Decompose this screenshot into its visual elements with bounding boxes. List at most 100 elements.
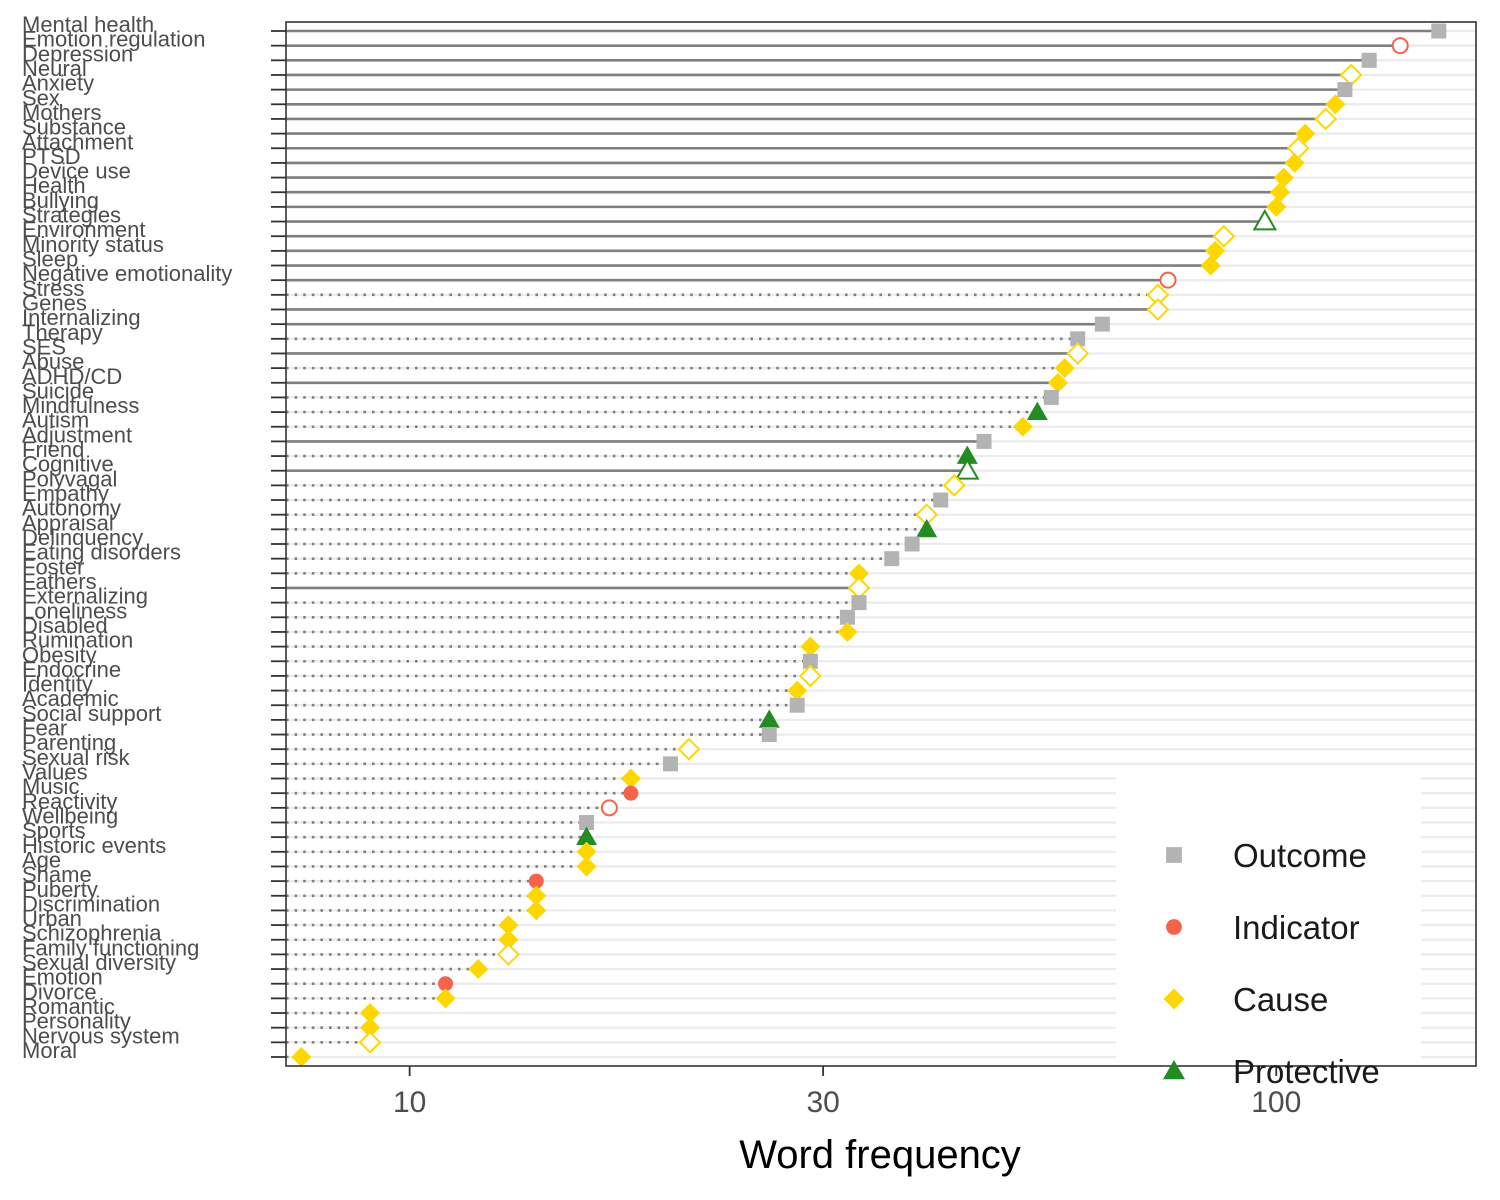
data-point [623, 785, 639, 801]
data-point [359, 1017, 380, 1038]
y-tick-label: Shame [22, 862, 92, 887]
y-tick-label: Delinquency [22, 525, 143, 550]
y-tick-label: Health [22, 173, 86, 198]
data-point [1205, 240, 1226, 261]
x-tick-label: 30 [806, 1086, 839, 1119]
data-point [1431, 23, 1447, 39]
data-point [802, 653, 818, 669]
y-tick-label: Sexual diversity [22, 950, 176, 975]
y-tick-label: Academic [22, 686, 119, 711]
data-point [1054, 358, 1075, 379]
y-axis-ticks [271, 30, 286, 1058]
y-tick-label: Substance [22, 115, 126, 140]
y-tick-label: Adjustment [22, 422, 132, 447]
y-tick-label: Moral [22, 1038, 77, 1063]
data-point [498, 915, 519, 936]
y-tick-label: Emotion regulation [22, 27, 205, 52]
y-tick-label: Depression [22, 41, 133, 66]
y-tick-label: Negative emotionality [22, 261, 232, 286]
data-point [1066, 342, 1090, 365]
y-tick-label: Loneliness [22, 598, 127, 623]
data-point [291, 1047, 312, 1067]
data-point [1048, 372, 1069, 393]
data-point [1314, 107, 1338, 131]
data-point [1026, 401, 1048, 420]
data-point [1391, 37, 1409, 55]
y-tick-label: Sleep [22, 247, 78, 272]
y-tick-label: SES [22, 334, 66, 359]
data-point [851, 595, 867, 611]
y-tick-label: Personality [22, 1009, 131, 1034]
y-tick-label: Internalizing [22, 305, 141, 330]
y-tick-label: Rumination [22, 628, 133, 653]
data-point [1252, 209, 1278, 231]
y-tick-label: Endocrine [22, 657, 121, 682]
y-tick-label: Fathers [22, 569, 97, 594]
y-tick-label: Anxiety [22, 71, 94, 96]
y-tick-label: Historic events [22, 833, 166, 858]
y-tick-label: ADHD/CD [22, 364, 122, 389]
y-tick-label: Autonomy [22, 496, 121, 521]
legend-key-diamond [1163, 988, 1185, 1010]
legend-key-circle [1166, 919, 1182, 935]
legend: Outcome Indicator Cause Protective [1116, 775, 1421, 1090]
legend-label: Indicator [1233, 909, 1360, 946]
y-tick-label: Romantic [22, 994, 115, 1019]
legend-background [1116, 775, 1421, 1065]
data-point [955, 458, 980, 480]
x-axis-title: Word frequency [739, 1133, 1021, 1177]
data-point [942, 473, 966, 497]
y-tick-label: Bullying [22, 188, 99, 213]
data-point [1266, 196, 1287, 217]
data-point [576, 856, 597, 877]
y-tick-label: Neural [22, 56, 87, 81]
y-tick-label: Discrimination [22, 891, 160, 916]
y-tick-label: Sports [22, 818, 86, 843]
x-axis: 10 30 100 [393, 1066, 1301, 1119]
data-point [620, 768, 641, 789]
data-point [1212, 224, 1236, 248]
y-tick-label: Puberty [22, 877, 98, 902]
data-point [1295, 123, 1316, 144]
y-tick-label: Schizophrenia [22, 921, 162, 946]
y-tick-label: Suicide [22, 378, 94, 403]
lollipop-segments [286, 29, 1439, 1059]
y-tick-label: Genes [22, 290, 87, 315]
y-tick-label: Divorce [22, 979, 97, 1004]
data-point [976, 433, 992, 449]
data-points [291, 23, 1447, 1067]
legend-label: Outcome [1233, 837, 1367, 874]
data-point [438, 976, 454, 992]
data-point [359, 1003, 380, 1024]
y-tick-label: Parenting [22, 730, 116, 755]
y-tick-label: Empathy [22, 481, 109, 506]
data-point [849, 563, 870, 584]
data-point [800, 636, 821, 657]
data-point [579, 814, 595, 830]
y-tick-label: Urban [22, 906, 82, 931]
y-tick-label: Mental health [22, 12, 154, 37]
legend-label: Protective [1233, 1053, 1380, 1090]
legend-key-triangle [1162, 1059, 1186, 1080]
y-tick-label: Device use [22, 159, 131, 184]
data-point [1270, 182, 1291, 203]
x-tick-label: 10 [393, 1086, 426, 1119]
y-tick-label: Autism [22, 408, 89, 433]
y-tick-label: Polyvagal [22, 466, 117, 491]
data-point [576, 826, 598, 846]
y-tick-label: Attachment [22, 129, 133, 154]
y-tick-label: Nervous system [22, 1023, 180, 1048]
data-point [1200, 255, 1221, 276]
data-point [1361, 52, 1377, 68]
data-point [758, 709, 780, 728]
data-point [677, 737, 701, 761]
data-point [468, 959, 489, 980]
data-point [798, 664, 822, 688]
y-tick-label: Eating disorders [22, 540, 181, 565]
data-point [837, 621, 858, 642]
data-point [600, 799, 618, 817]
data-point [526, 900, 547, 921]
data-point [435, 988, 456, 1009]
